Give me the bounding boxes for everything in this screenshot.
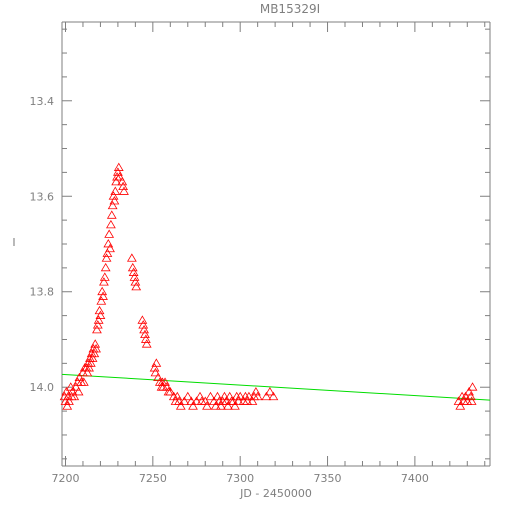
data-point xyxy=(165,387,176,396)
data-point xyxy=(130,277,141,286)
axis-ticks: 7200 7250 7300 7350 7400 13.4 13.6 13.8 14.0 xyxy=(30,22,490,485)
data-point xyxy=(92,324,102,334)
data-point xyxy=(151,358,162,367)
data-point xyxy=(139,324,150,334)
data-point xyxy=(113,162,124,171)
data-point xyxy=(247,396,258,405)
data-point xyxy=(119,186,129,195)
data-point xyxy=(149,363,160,372)
data-point xyxy=(96,296,107,305)
data-point xyxy=(244,391,254,401)
data-point xyxy=(99,277,109,286)
y-tick-label: 13.6 xyxy=(30,190,55,203)
chart-title: MB15329I xyxy=(260,2,320,16)
data-point xyxy=(223,401,233,410)
data-point xyxy=(92,320,103,329)
data-point xyxy=(242,396,253,405)
data-point xyxy=(105,243,115,253)
data-point xyxy=(101,253,112,262)
data-point xyxy=(89,348,100,358)
data-point xyxy=(106,210,117,219)
data-point xyxy=(202,401,212,410)
data-point xyxy=(128,267,139,276)
data-point xyxy=(73,387,84,396)
data-point xyxy=(175,401,186,410)
data-point xyxy=(205,391,216,401)
trend-line xyxy=(61,373,491,401)
x-tick-label: 7250 xyxy=(139,472,167,485)
data-point xyxy=(188,401,198,410)
data-point xyxy=(268,391,279,401)
data-point xyxy=(95,310,106,319)
x-tick-label: 7350 xyxy=(314,472,342,485)
data-point xyxy=(129,272,140,281)
y-tick-label: 14.0 xyxy=(30,381,55,394)
data-point xyxy=(230,401,240,410)
data-point xyxy=(91,344,101,353)
data-point xyxy=(78,377,89,386)
data-point xyxy=(69,391,80,401)
data-point xyxy=(109,196,120,205)
data-point xyxy=(82,367,93,377)
data-point xyxy=(138,320,149,329)
data-point xyxy=(210,401,221,410)
x-tick-label: 7400 xyxy=(401,472,429,485)
data-point xyxy=(110,186,121,195)
data-point xyxy=(62,401,73,410)
data-point xyxy=(102,248,113,257)
data-point xyxy=(117,176,128,186)
data-point xyxy=(261,391,272,401)
data-point xyxy=(455,401,466,410)
data-point xyxy=(179,396,190,405)
data-point xyxy=(252,391,263,401)
data-point xyxy=(85,358,96,367)
data-point xyxy=(140,334,151,343)
data-point xyxy=(107,200,118,210)
data-point xyxy=(93,315,104,324)
data-point xyxy=(99,272,110,281)
y-axis-label: I xyxy=(12,236,15,249)
data-point xyxy=(465,391,476,401)
data-point xyxy=(140,329,150,339)
x-tick-label: 7300 xyxy=(226,472,254,485)
data-point xyxy=(106,219,116,229)
data-point xyxy=(118,181,129,191)
y-tick-label: 13.4 xyxy=(30,95,55,108)
data-point xyxy=(131,281,142,291)
data-point xyxy=(100,262,111,272)
data-point xyxy=(114,172,125,181)
data-point xyxy=(141,339,152,348)
x-tick-label: 7200 xyxy=(51,472,79,485)
data-point xyxy=(90,339,101,348)
data-point xyxy=(150,367,161,377)
x-axis-label: JD - 2450000 xyxy=(239,487,312,500)
data-point xyxy=(104,229,115,238)
y-tick-label: 13.8 xyxy=(30,286,55,299)
data-point xyxy=(126,253,137,262)
data-point xyxy=(233,396,244,405)
data-point xyxy=(84,363,94,372)
data-points xyxy=(59,162,478,410)
data-point xyxy=(182,391,193,401)
data-point xyxy=(191,396,202,405)
data-point xyxy=(466,396,477,405)
data-point xyxy=(108,191,119,200)
data-point xyxy=(97,286,108,296)
data-point xyxy=(94,305,105,315)
data-point xyxy=(264,387,275,396)
data-point xyxy=(71,382,81,391)
data-point xyxy=(235,391,246,401)
data-point xyxy=(87,353,98,362)
data-point xyxy=(467,382,478,391)
data-point xyxy=(98,291,108,300)
data-point xyxy=(111,176,122,186)
data-point xyxy=(216,401,226,410)
data-point xyxy=(137,315,148,324)
data-point xyxy=(127,262,138,272)
data-point xyxy=(64,396,74,405)
